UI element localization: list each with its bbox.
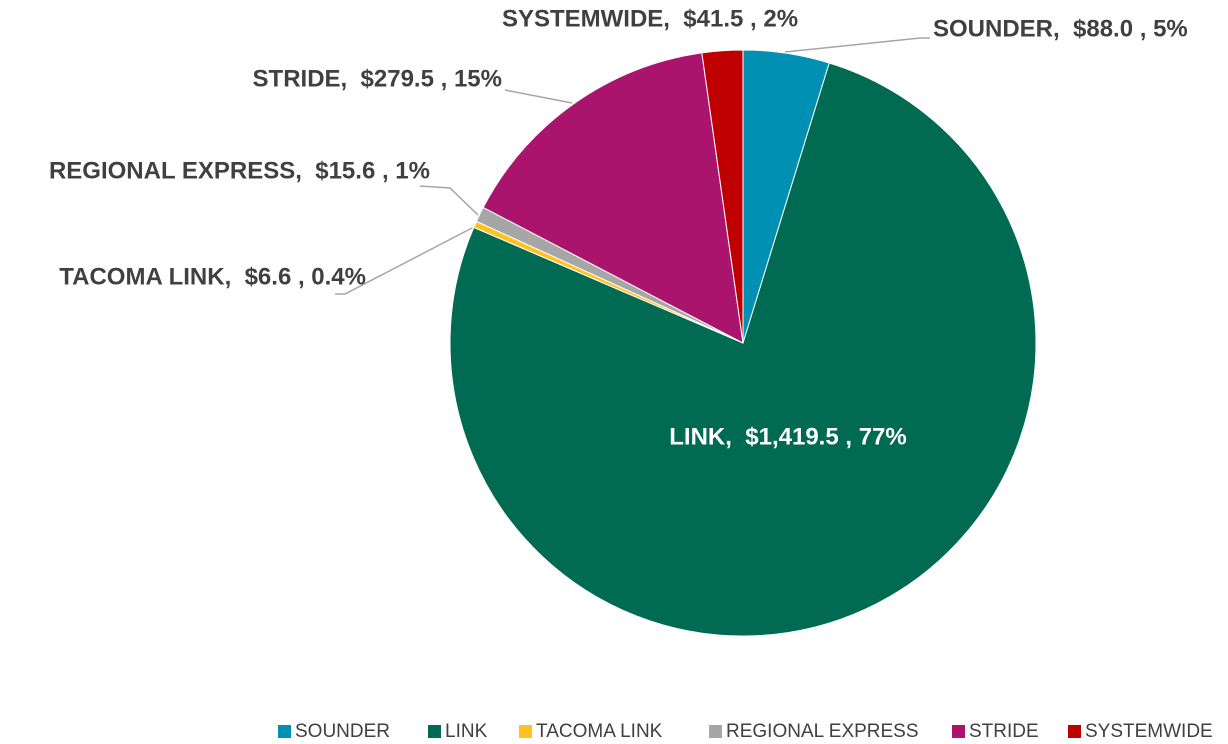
legend-swatch xyxy=(952,725,965,738)
leader-line xyxy=(335,227,473,295)
legend-label: SOUNDER xyxy=(295,721,390,742)
legend-swatch xyxy=(278,725,291,738)
data-label: TACOMA LINK, $6.6 , 0.4% xyxy=(59,263,366,290)
leader-line xyxy=(784,37,930,53)
legend-label: SYSTEMWIDE xyxy=(1085,721,1213,742)
legend-swatch xyxy=(709,725,722,738)
pie-slice xyxy=(482,52,744,344)
legend-label: TACOMA LINK xyxy=(536,721,663,742)
data-label: LINK, $1,419.5 , 77% xyxy=(669,423,906,450)
legend-label: STRIDE xyxy=(969,721,1039,742)
legend-swatch xyxy=(428,725,441,738)
leader-line xyxy=(504,89,573,104)
legend-swatch xyxy=(1068,725,1081,738)
legend-label: REGIONAL EXPRESS xyxy=(726,721,919,742)
data-label: REGIONAL EXPRESS, $15.6 , 1% xyxy=(49,157,430,184)
leader-line xyxy=(419,185,479,216)
data-label: STRIDE, $279.5 , 15% xyxy=(253,65,502,92)
legend-label: LINK xyxy=(445,721,488,742)
pie-slice xyxy=(701,49,744,344)
data-label: SOUNDER, $88.0 , 5% xyxy=(933,15,1188,42)
data-label: SYSTEMWIDE, $41.5 , 2% xyxy=(502,5,798,32)
legend-swatch xyxy=(519,725,532,738)
pie-slice xyxy=(449,62,1037,637)
